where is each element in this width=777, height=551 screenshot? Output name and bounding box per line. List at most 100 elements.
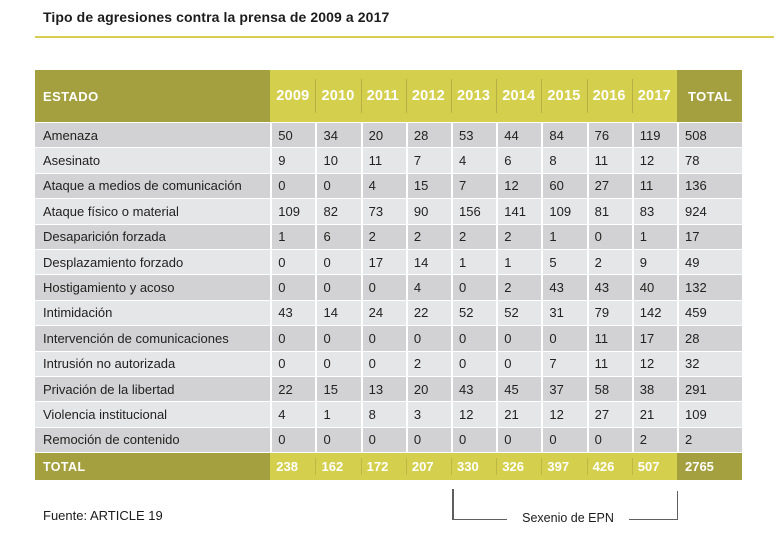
cell-value: 52 bbox=[496, 300, 542, 326]
cell-value: 12 bbox=[451, 402, 497, 427]
cell-value: 0 bbox=[451, 275, 497, 300]
total-year-value: 172 bbox=[360, 453, 406, 481]
aggressions-table: ESTADO 2009 2010 2011 2012 2013 2014 2015 2016 20… bbox=[35, 70, 742, 481]
cell-value: 4 bbox=[360, 173, 406, 199]
row-total-value: 459 bbox=[676, 300, 742, 326]
cell-value: 7 bbox=[405, 148, 452, 173]
cell-value: 2 bbox=[496, 275, 542, 300]
table-row: Remoción de contenido 0 0 0 0 0 0 0 0 2 2 bbox=[35, 427, 742, 453]
source-note: Fuente: ARTICLE 19 bbox=[43, 508, 163, 523]
cell-value: 14 bbox=[405, 249, 452, 275]
cell-value: 58 bbox=[586, 376, 632, 402]
cell-value: 15 bbox=[315, 376, 361, 402]
cell-value: 1 bbox=[270, 224, 316, 249]
cell-value: 1 bbox=[451, 249, 497, 275]
cell-value: 9 bbox=[631, 249, 677, 275]
cell-value: 5 bbox=[541, 249, 587, 275]
cell-value: 4 bbox=[270, 402, 316, 427]
cell-value: 83 bbox=[631, 199, 677, 224]
table-row: Amenaza 50 34 20 28 53 44 84 76 119 508 bbox=[35, 123, 742, 148]
row-label: Amenaza bbox=[35, 123, 271, 148]
cell-value: 11 bbox=[360, 148, 406, 173]
cell-value: 38 bbox=[631, 376, 677, 402]
row-total-value: 508 bbox=[676, 123, 742, 148]
cell-value: 7 bbox=[451, 173, 497, 199]
cell-value: 119 bbox=[631, 123, 677, 148]
cell-value: 0 bbox=[405, 427, 452, 453]
header-estado: ESTADO bbox=[35, 70, 271, 122]
header-year: 2011 bbox=[360, 70, 406, 122]
grand-total-value: 2765 bbox=[676, 453, 742, 481]
row-total-value: 132 bbox=[676, 275, 742, 300]
row-total-value: 49 bbox=[676, 249, 742, 275]
bracket-right-riser bbox=[676, 491, 678, 520]
cell-value: 0 bbox=[496, 326, 542, 351]
cell-value: 0 bbox=[360, 427, 406, 453]
cell-value: 11 bbox=[586, 351, 632, 376]
cell-value: 1 bbox=[315, 402, 361, 427]
cell-value: 142 bbox=[631, 300, 677, 326]
cell-value: 8 bbox=[541, 148, 587, 173]
total-year-value: 397 bbox=[541, 453, 587, 481]
table-row: Intrusión no autorizada 0 0 0 2 0 0 7 11 12 32 bbox=[35, 351, 742, 376]
cell-value: 4 bbox=[451, 148, 497, 173]
cell-value: 109 bbox=[270, 199, 316, 224]
cell-value: 43 bbox=[586, 275, 632, 300]
total-year-value: 162 bbox=[315, 453, 361, 481]
row-label: Violencia institucional bbox=[35, 402, 271, 427]
cell-value: 28 bbox=[405, 123, 452, 148]
cell-value: 12 bbox=[631, 148, 677, 173]
cell-value: 2 bbox=[451, 224, 497, 249]
cell-value: 76 bbox=[586, 123, 632, 148]
header-year: 2014 bbox=[496, 70, 542, 122]
cell-value: 0 bbox=[315, 275, 361, 300]
row-label: Remoción de contenido bbox=[35, 427, 271, 453]
header-year: 2015 bbox=[541, 70, 587, 122]
cell-value: 0 bbox=[541, 427, 587, 453]
cell-value: 13 bbox=[360, 376, 406, 402]
row-total-value: 291 bbox=[676, 376, 742, 402]
row-total-value: 136 bbox=[676, 173, 742, 199]
cell-value: 0 bbox=[315, 173, 361, 199]
cell-value: 0 bbox=[496, 351, 542, 376]
table-row: Desaparición forzada 1 6 2 2 2 2 1 0 1 17 bbox=[35, 224, 742, 249]
cell-value: 73 bbox=[360, 199, 406, 224]
cell-value: 17 bbox=[631, 326, 677, 351]
row-label: Desaparición forzada bbox=[35, 224, 271, 249]
table-row: Ataque físico o material 109 82 73 90 156 141 1… bbox=[35, 199, 742, 224]
cell-value: 43 bbox=[451, 376, 497, 402]
cell-value: 4 bbox=[405, 275, 452, 300]
row-total-value: 28 bbox=[676, 326, 742, 351]
cell-value: 40 bbox=[631, 275, 677, 300]
row-label: Privación de la libertad bbox=[35, 376, 271, 402]
cell-value: 27 bbox=[586, 173, 632, 199]
cell-value: 43 bbox=[541, 275, 587, 300]
row-total-value: 17 bbox=[676, 224, 742, 249]
bracket-right-line bbox=[629, 518, 678, 520]
cell-value: 1 bbox=[496, 249, 542, 275]
cell-value: 0 bbox=[360, 275, 406, 300]
total-label: TOTAL bbox=[35, 453, 271, 481]
cell-value: 0 bbox=[541, 326, 587, 351]
row-label: Ataque a medios de comunicación bbox=[35, 173, 271, 199]
cell-value: 45 bbox=[496, 376, 542, 402]
table-row: Hostigamiento y acoso 0 0 0 4 0 2 43 43 40 132 bbox=[35, 275, 742, 300]
sexenio-label: Sexenio de EPN bbox=[522, 511, 614, 525]
header-year: 2012 bbox=[405, 70, 452, 122]
cell-value: 53 bbox=[451, 123, 497, 148]
cell-value: 60 bbox=[541, 173, 587, 199]
cell-value: 0 bbox=[360, 326, 406, 351]
cell-value: 0 bbox=[270, 173, 316, 199]
cell-value: 0 bbox=[360, 351, 406, 376]
cell-value: 0 bbox=[315, 427, 361, 453]
cell-value: 34 bbox=[315, 123, 361, 148]
table-row: Intervención de comunicaciones 0 0 0 0 0 0 0 11 1… bbox=[35, 326, 742, 351]
cell-value: 109 bbox=[541, 199, 587, 224]
total-year-value: 330 bbox=[451, 453, 497, 481]
cell-value: 82 bbox=[315, 199, 361, 224]
cell-value: 0 bbox=[315, 351, 361, 376]
cell-value: 0 bbox=[496, 427, 542, 453]
row-label: Intrusión no autorizada bbox=[35, 351, 271, 376]
header-total: TOTAL bbox=[676, 70, 742, 122]
